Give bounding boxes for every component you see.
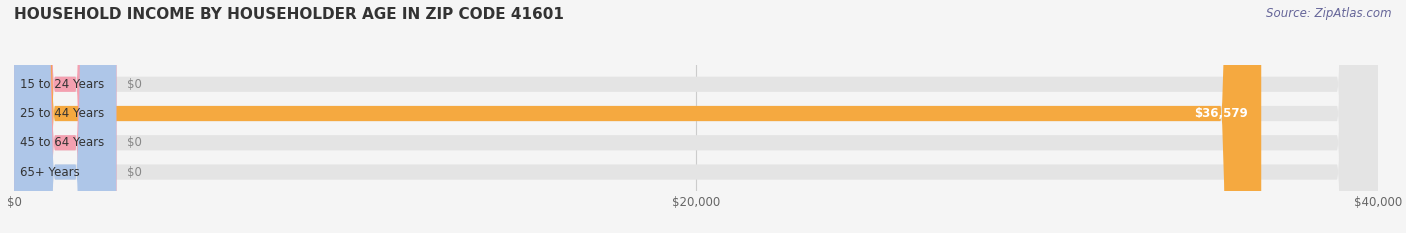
FancyBboxPatch shape [14, 0, 1261, 233]
FancyBboxPatch shape [14, 0, 1378, 233]
FancyBboxPatch shape [14, 0, 1378, 233]
Text: 15 to 24 Years: 15 to 24 Years [20, 78, 104, 91]
Text: Source: ZipAtlas.com: Source: ZipAtlas.com [1267, 7, 1392, 20]
Text: $36,579: $36,579 [1194, 107, 1247, 120]
Text: 45 to 64 Years: 45 to 64 Years [20, 136, 104, 149]
FancyBboxPatch shape [14, 0, 117, 233]
Text: HOUSEHOLD INCOME BY HOUSEHOLDER AGE IN ZIP CODE 41601: HOUSEHOLD INCOME BY HOUSEHOLDER AGE IN Z… [14, 7, 564, 22]
Text: $0: $0 [128, 136, 142, 149]
FancyBboxPatch shape [14, 0, 117, 233]
Text: $0: $0 [128, 78, 142, 91]
Text: $0: $0 [128, 165, 142, 178]
Text: 65+ Years: 65+ Years [20, 165, 79, 178]
Text: 25 to 44 Years: 25 to 44 Years [20, 107, 104, 120]
FancyBboxPatch shape [14, 0, 1378, 233]
FancyBboxPatch shape [14, 0, 117, 233]
FancyBboxPatch shape [14, 0, 1378, 233]
